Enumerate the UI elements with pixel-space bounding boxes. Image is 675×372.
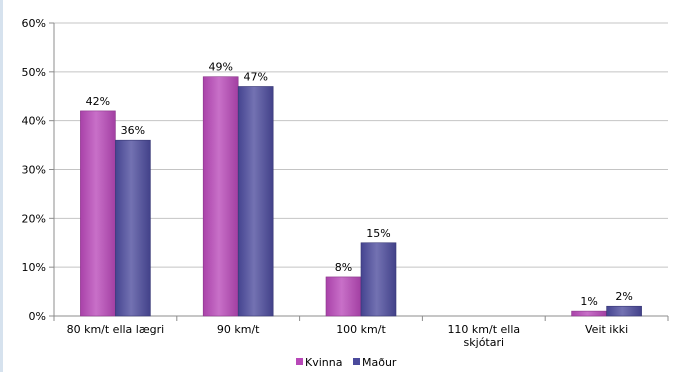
- data-label: 2%: [615, 290, 632, 303]
- data-label: 8%: [335, 261, 352, 274]
- data-label: 47%: [243, 70, 267, 83]
- data-label: 1%: [580, 295, 597, 308]
- y-tick-label: 30%: [22, 164, 46, 177]
- bar: [115, 139, 151, 317]
- frame-edge: [0, 0, 3, 372]
- data-label: 36%: [121, 124, 145, 137]
- y-tick-label: 20%: [22, 212, 46, 225]
- y-tick-label: 10%: [22, 261, 46, 274]
- legend-label: Kvinna: [305, 356, 342, 369]
- bar: [325, 276, 362, 317]
- data-label: 49%: [208, 61, 232, 74]
- bar: [80, 110, 116, 317]
- bar: [237, 86, 274, 317]
- y-tick-label: 50%: [22, 66, 46, 79]
- data-label: 42%: [86, 95, 110, 108]
- x-tick-label: skjótari: [464, 336, 505, 349]
- x-tick-label: 110 km/t ella: [447, 323, 520, 336]
- x-tick-label: 90 km/t: [217, 323, 260, 336]
- y-tick-label: 60%: [22, 17, 46, 30]
- y-tick-label: 40%: [22, 115, 46, 128]
- bar: [571, 310, 607, 317]
- legend-swatch: [353, 358, 360, 365]
- data-label: 15%: [366, 227, 390, 240]
- bar: [606, 305, 642, 317]
- bar: [360, 242, 397, 317]
- legend-label: Maður: [362, 356, 397, 369]
- x-tick-label: 80 km/t ella lægri: [67, 323, 165, 336]
- legend-swatch: [296, 358, 303, 365]
- x-tick-label: Veit ikki: [585, 323, 628, 336]
- bar: [202, 76, 239, 317]
- y-tick-label: 0%: [29, 310, 46, 323]
- x-tick-label: 100 km/t: [336, 323, 386, 336]
